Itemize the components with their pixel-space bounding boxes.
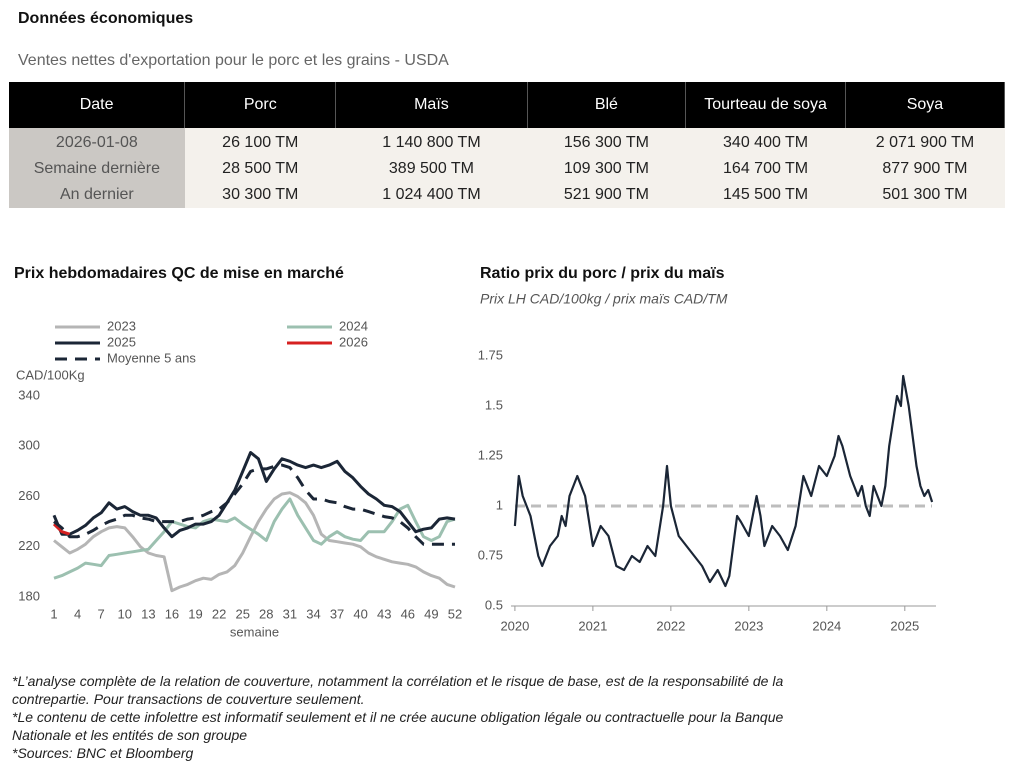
- x-tick-label: 19: [188, 606, 202, 621]
- table-row: 2026-01-08 26 100 TM 1 140 800 TM 156 300 T…: [9, 128, 1005, 156]
- x-tick-label: 46: [401, 606, 415, 621]
- x-tick-label: 28: [259, 606, 273, 621]
- column-header: Blé: [527, 82, 687, 128]
- table-cell: 164 700 TM: [685, 156, 846, 182]
- x-tick-label: 2021: [578, 618, 607, 633]
- column-header: Maïs: [335, 82, 528, 128]
- x-tick-label: 2023: [734, 618, 763, 633]
- table-cell: 877 900 TM: [845, 156, 1005, 182]
- x-tick-label: 2025: [890, 618, 919, 633]
- legend-label: 2025: [107, 334, 136, 349]
- data-line: [53, 491, 456, 593]
- footnote: *Le contenu de cette infolettre est info…: [12, 709, 784, 743]
- x-tick-label: 7: [98, 606, 105, 621]
- table-cell: 340 400 TM: [685, 128, 846, 156]
- x-tick-label: 2022: [656, 618, 685, 633]
- x-tick-label: 25: [235, 606, 249, 621]
- row-label: Semaine dernière: [9, 156, 185, 182]
- x-axis-label: semaine: [230, 624, 279, 639]
- table-cell: 1 024 400 TM: [335, 182, 528, 208]
- data-line: [513, 374, 934, 588]
- y-tick-label: 260: [18, 488, 40, 503]
- column-header: Soya: [845, 82, 1006, 128]
- y-tick-label: 0.75: [478, 547, 503, 562]
- page-subtitle: Ventes nettes d'exportation pour le porc…: [18, 52, 449, 69]
- legend-label: 2024: [339, 318, 368, 333]
- x-tick-label: 1: [50, 606, 57, 621]
- x-tick-label: 37: [330, 606, 344, 621]
- chart-title: Ratio prix du porc / prix du maïs: [480, 265, 725, 282]
- data-line: [53, 497, 456, 580]
- x-tick-label: 4: [74, 606, 81, 621]
- page-title: Données économiques: [18, 10, 194, 27]
- y-tick-label: 220: [18, 538, 40, 553]
- footnote: *Sources: BNC et Bloomberg: [12, 745, 194, 761]
- footnote: *L’analyse complète de la relation de co…: [12, 673, 784, 707]
- table-cell: 30 300 TM: [184, 182, 336, 208]
- y-tick-label: 180: [18, 588, 40, 603]
- x-tick-label: 22: [212, 606, 226, 621]
- table-cell: 145 500 TM: [685, 182, 846, 208]
- y-tick-label: 1: [496, 497, 503, 512]
- data-line: [53, 463, 455, 546]
- table-cell: 521 900 TM: [527, 182, 686, 208]
- x-tick-label: 43: [377, 606, 391, 621]
- table-cell: 28 500 TM: [184, 156, 336, 182]
- y-tick-label: 340: [18, 387, 40, 402]
- x-tick-label: 2020: [500, 618, 529, 633]
- y-tick-label: 1.5: [485, 397, 503, 412]
- x-tick-label: 40: [353, 606, 367, 621]
- table-cell: 109 300 TM: [527, 156, 686, 182]
- table-cell: 389 500 TM: [335, 156, 528, 182]
- x-tick-label: 13: [141, 606, 155, 621]
- legend-label: Moyenne 5 ans: [107, 350, 196, 365]
- chart-title: Prix hebdomadaires QC de mise en marché: [14, 265, 344, 282]
- table-row: Semaine dernière 28 500 TM 389 500 TM 109 3…: [9, 156, 1005, 182]
- table-cell: 2 071 900 TM: [845, 128, 1005, 156]
- table-row: An dernier 30 300 TM 1 024 400 TM 521 900 T…: [9, 182, 1005, 208]
- x-tick-label: 49: [424, 606, 438, 621]
- table-cell: 1 140 800 TM: [335, 128, 528, 156]
- row-label: An dernier: [9, 182, 185, 208]
- y-axis-label: CAD/100Kg: [16, 367, 85, 382]
- x-tick-label: 52: [448, 606, 462, 621]
- x-tick-label: 31: [283, 606, 297, 621]
- column-header: Date: [9, 82, 186, 128]
- table-cell: 501 300 TM: [845, 182, 1005, 208]
- y-tick-label: 1.25: [478, 447, 503, 462]
- table-cell: 156 300 TM: [527, 128, 686, 156]
- x-tick-label: 2024: [812, 618, 841, 633]
- x-tick-label: 34: [306, 606, 320, 621]
- chart-subtitle: Prix LH CAD/100kg / prix maïs CAD/TM: [480, 291, 728, 307]
- data-line: [52, 451, 456, 539]
- legend-label: 2026: [339, 334, 368, 349]
- export-table: Date Porc Maïs Blé Tourteau de soya Soya 2026-…: [9, 82, 1006, 208]
- row-label: 2026-01-08: [9, 128, 185, 156]
- y-tick-label: 0.5: [485, 597, 503, 612]
- column-header: Porc: [184, 82, 337, 128]
- table-cell: 26 100 TM: [184, 128, 336, 156]
- data-line: [52, 523, 71, 536]
- x-tick-label: 10: [118, 606, 132, 621]
- x-tick-label: 16: [165, 606, 179, 621]
- charts: Prix hebdomadaires QC de mise en marché C…: [14, 265, 936, 639]
- y-tick-label: 300: [18, 438, 40, 453]
- column-header: Tourteau de soya: [685, 82, 846, 128]
- legend-label: 2023: [107, 318, 136, 333]
- notes: *L’analyse complète de la relation de co…: [12, 672, 832, 762]
- y-tick-label: 1.75: [478, 347, 503, 362]
